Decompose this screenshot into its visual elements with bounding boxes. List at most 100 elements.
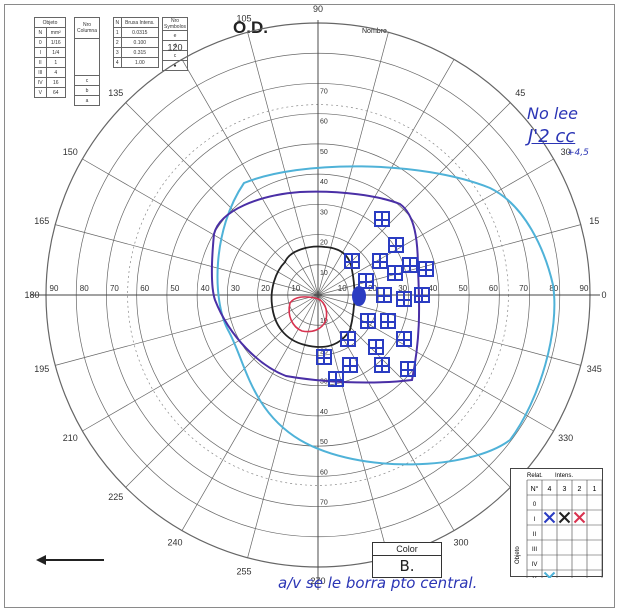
grid-spoke	[125, 294, 319, 488]
angle-label: 345	[587, 364, 602, 374]
scale-label-right: 10	[338, 284, 347, 293]
scale-label-left: 40	[201, 284, 210, 293]
filter-table: Nro Columna c b a	[74, 17, 100, 106]
angle-label: 120	[167, 42, 182, 52]
angle-label: 240	[167, 538, 182, 548]
relation-col-label: 4	[548, 486, 552, 493]
scale-label-vertical: 20	[320, 240, 328, 247]
relation-table: Relat. Intens. N°43210IIIIIIIVVObjeto	[510, 468, 603, 578]
relation-row-label: II	[533, 532, 537, 538]
grid-spoke	[125, 102, 319, 296]
angle-label: 0	[601, 290, 606, 300]
isopter-black	[270, 245, 356, 348]
outer-isopter-cyan	[216, 165, 556, 466]
relation-row-label: 0	[533, 502, 537, 508]
scale-label-left: 60	[140, 284, 149, 293]
relation-side-label: Objeto	[515, 546, 521, 564]
angle-label: 210	[63, 433, 78, 443]
relation-col-label: 3	[563, 486, 567, 493]
grid-spoke	[82, 294, 319, 432]
scotoma-mark	[380, 313, 396, 329]
scotoma-mark	[328, 371, 344, 387]
relation-row-label: IV	[532, 562, 538, 568]
relation-row-label: I	[534, 517, 536, 523]
angle-label: 30	[561, 147, 571, 157]
scale-label-vertical: 60	[320, 119, 328, 126]
angle-label: 270	[310, 576, 325, 586]
scale-label-right: 70	[519, 284, 528, 293]
note-line-3: +4,5	[567, 148, 589, 158]
angle-label: 105	[236, 14, 251, 24]
angle-label: 45	[515, 88, 525, 98]
scale-label-right: 90	[580, 284, 589, 293]
grid-spoke	[317, 158, 554, 296]
angle-label: 330	[558, 433, 573, 443]
relation-row-label: III	[532, 547, 537, 553]
note-line-2: J'2 cc	[528, 126, 576, 147]
scotoma-mark	[316, 349, 332, 365]
scotoma-mark	[387, 265, 403, 281]
grid-spoke	[55, 294, 319, 366]
scotoma-mark	[340, 331, 356, 347]
scotoma-mark	[374, 357, 390, 373]
scotoma-mark	[414, 287, 430, 303]
angle-label: 90	[313, 4, 323, 14]
scotoma-mark	[376, 287, 392, 303]
scale-label-left: 50	[170, 284, 179, 293]
scotoma-mark	[372, 253, 388, 269]
grid-spoke	[55, 224, 319, 296]
sheet-border	[4, 4, 615, 608]
scale-label-right: 60	[489, 284, 498, 293]
scale-label-vertical: 70	[320, 88, 328, 95]
scotoma-mark	[400, 361, 416, 377]
scale-label-bottom: 70	[320, 500, 328, 507]
grid-spoke	[317, 294, 581, 366]
scale-label-vertical: 40	[320, 179, 328, 186]
scotoma-mark	[418, 261, 434, 277]
angle-label: 165	[34, 216, 49, 226]
relation-col-label: 2	[578, 486, 582, 493]
bottom-note: a/v se le borra pto central.	[278, 574, 478, 592]
scotoma-mark	[342, 357, 358, 373]
scale-label-right: 40	[428, 284, 437, 293]
color-box-value: B.	[399, 557, 415, 575]
grid-spoke	[317, 294, 389, 558]
page-title: O.D.	[233, 18, 268, 37]
relation-grid: N°43210IIIIIIIVVObjeto	[515, 479, 603, 578]
grid-spoke	[247, 32, 319, 296]
scotoma-mark	[344, 253, 360, 269]
scale-label-right: 50	[459, 284, 468, 293]
symbol-table: Nro Symbolos e d c ●	[162, 17, 188, 71]
angle-label: 180	[24, 290, 39, 300]
angle-label: 150	[63, 147, 78, 157]
scale-label-vertical: 10	[320, 270, 328, 277]
scotoma-mark	[360, 313, 376, 329]
angle-label: 15	[589, 216, 599, 226]
scale-label-vertical: 50	[320, 149, 328, 156]
grid-spoke	[82, 158, 319, 296]
blind-spot-marker	[352, 286, 366, 306]
angle-label: 255	[236, 566, 251, 576]
scotoma-mark	[396, 331, 412, 347]
scale-label-bottom: 40	[320, 409, 328, 416]
note-line-1: No lee	[527, 104, 578, 123]
scotoma-mark	[358, 273, 374, 289]
name-label: Nombre	[362, 28, 387, 35]
angle-label: 225	[108, 492, 123, 502]
scale-label-left: 70	[110, 284, 119, 293]
angle-label: 195	[34, 364, 49, 374]
scale-label-bottom: 10	[320, 318, 328, 325]
scale-label-left: 80	[80, 284, 89, 293]
scale-label-bottom: 50	[320, 439, 328, 446]
scale-label-bottom: 60	[320, 469, 328, 476]
grid-spoke	[317, 294, 554, 432]
scale-label-left: 20	[261, 284, 270, 293]
grid-spoke	[181, 59, 319, 296]
scale-label-left: 90	[50, 284, 59, 293]
angle-label: 300	[453, 538, 468, 548]
relation-col-label: N°	[531, 485, 539, 493]
relation-header-left: Relat.	[527, 473, 543, 479]
